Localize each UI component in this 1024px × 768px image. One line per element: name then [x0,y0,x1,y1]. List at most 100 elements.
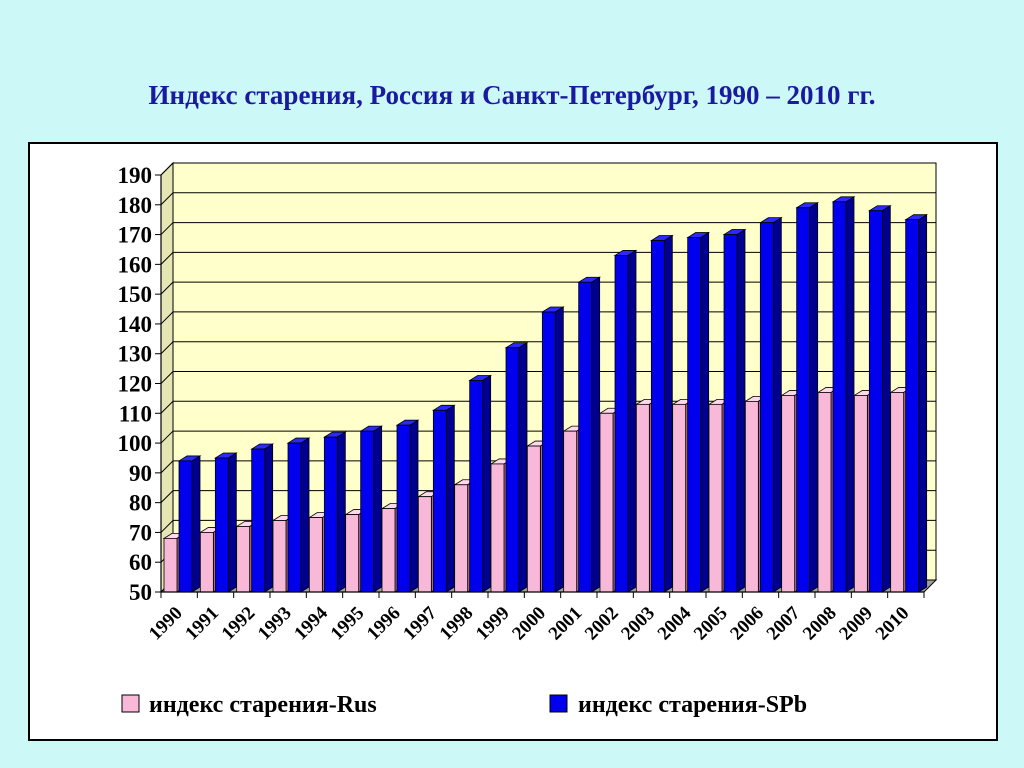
bar-spb [831,196,856,593]
bar-spb [177,455,202,593]
bar-rus-front [236,526,251,593]
y-tick-label: 90 [129,461,152,486]
bar-spb [286,437,311,593]
x-tick-label: 2008 [799,603,841,645]
bar-spb-front [614,255,629,593]
bar-spb-front [650,240,665,593]
bar-rus-front [708,403,723,593]
bar-spb-front [687,237,702,593]
gridline [160,162,936,176]
bar-spb [904,213,929,593]
x-tick-label: 1994 [290,602,332,644]
y-tick-label: 110 [119,401,152,426]
bar-spb-front [251,448,266,593]
bar-spb-side [918,213,928,593]
bar-rus-front [853,395,868,593]
bar-spb-side [336,431,346,593]
legend-label-spb: индекс старения-SPb [578,692,807,718]
x-tick-label: 1999 [472,603,514,645]
bar-spb-side [881,205,891,593]
bar-spb [504,342,529,593]
x-tick-label: 2006 [726,603,768,645]
bar-chart: 50 60 70 80 90 100 110 120 130 140 150 160 170 180 190… [118,161,938,718]
bar-spb-front [868,210,883,593]
x-tick-label: 1997 [399,602,441,644]
bar-spb-front [578,281,593,593]
chart-title: Индекс старения, Россия и Санкт-Петербур… [148,80,876,110]
x-tick-label: 2009 [835,603,877,645]
x-tick-label: 1998 [436,603,478,645]
bar-spb-side [191,455,201,593]
bar-spb-front [360,430,375,593]
bar-spb-front [759,222,774,593]
bar-spb [649,234,674,593]
x-tick-label: 2005 [690,603,732,645]
bar-spb-front [505,347,520,593]
bar-rus-front [454,484,469,593]
bar-spb-front [178,460,193,593]
x-tick-label: 1990 [145,603,187,645]
x-tick-label: 2001 [545,603,587,645]
bar-spb-side [663,234,673,593]
legend-swatch-spb [549,694,568,713]
y-tick-label: 140 [118,312,153,337]
x-tick-label: 2004 [654,602,696,644]
bar-spb-front [432,409,447,593]
gridline [160,371,936,384]
bar-spb-side [409,419,419,593]
bar-spb-side [482,374,492,593]
bar-spb [795,202,820,593]
bar-rus-front [308,517,323,593]
bar-rus-front [199,532,214,593]
bar-spb [758,216,783,593]
bar-spb [613,249,638,593]
bar-rus-front [417,496,432,593]
bar-rus-front [781,395,796,593]
bar-spb [540,306,565,593]
y-tick-label: 100 [118,431,153,456]
bar-rus-front [526,445,541,593]
bar-spb [468,374,493,593]
bar-rus-front [817,392,832,593]
legend: индекс старения-Rus индекс старения-SPb [121,692,807,718]
bar-spb-side [554,306,564,593]
bar-rus-front [744,400,759,593]
bar-spb [722,228,747,593]
bar-spb-front [287,442,302,593]
bar-spb [395,419,420,593]
bar-spb-side [736,228,746,593]
x-tick-label: 1992 [218,603,260,645]
bar-spb-front [323,436,338,593]
bar-spb-side [591,276,601,593]
y-tick-label: 180 [118,193,153,218]
bar-spb-side [373,425,383,593]
x-tick-label: 2007 [763,602,805,644]
bar-spb-front [723,234,738,593]
gridline [160,281,936,295]
y-tick-label: 50 [129,580,152,605]
bar-rus-front [272,520,287,593]
bar-spb-side [300,437,310,593]
y-axis-ticks: 50 60 70 80 90 100 110 120 130 140 150 160 170 180 190 [118,163,161,605]
bar-rus-front [890,392,905,593]
bar-spb-side [845,196,855,593]
bar-spb [359,425,384,593]
bar-rus-front [490,463,505,593]
bar-rus-front [163,537,178,593]
bar-spb-front [796,207,811,593]
y-tick-label: 170 [118,223,153,248]
bar-spb-side [700,231,710,593]
bar-spb [322,431,347,593]
x-tick-label: 1991 [181,603,223,645]
gridline [160,222,936,235]
y-tick-label: 60 [129,550,152,575]
bar-spb-front [469,380,484,593]
y-tick-label: 70 [129,520,152,545]
bar-spb [686,231,711,593]
legend-label-rus: индекс старения-Rus [149,692,377,718]
bars [162,196,929,593]
bar-spb-side [264,443,274,593]
legend-swatch-rus [121,694,140,713]
x-tick-label: 1996 [363,603,405,645]
bar-spb-side [227,452,237,593]
